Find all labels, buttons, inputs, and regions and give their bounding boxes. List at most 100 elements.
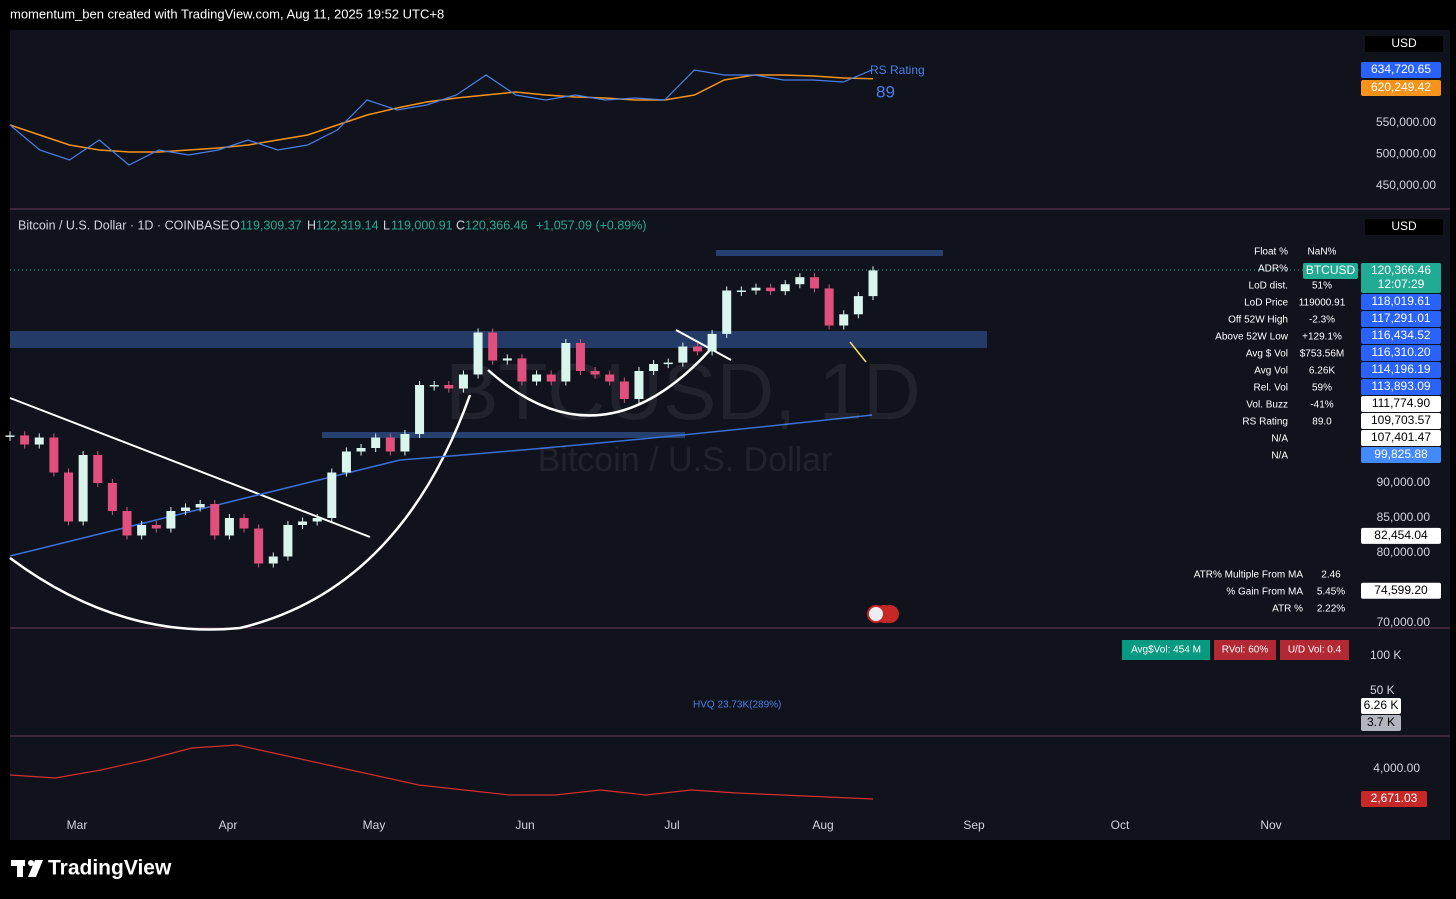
candle — [590, 371, 600, 375]
candle — [517, 358, 527, 382]
ohlc-value: 122,319.14 — [316, 218, 379, 232]
candle — [210, 504, 220, 536]
candle — [312, 518, 322, 522]
trendline — [9, 397, 371, 538]
atr-value: 2.46 — [1321, 570, 1341, 581]
price-label: 111,774.90 — [1372, 396, 1431, 410]
stat-value: 119000.91 — [1299, 298, 1346, 309]
atr-label: % Gain From MA — [1226, 587, 1303, 598]
candle — [283, 525, 293, 557]
candle — [824, 288, 834, 326]
rs-line — [9, 69, 874, 166]
candle — [868, 270, 878, 297]
x-tick-label: Jun — [515, 818, 534, 832]
price-label: 82,454.04 — [1374, 528, 1428, 542]
candle — [649, 364, 659, 371]
badge: RVol: 60% — [1222, 645, 1269, 656]
price-label: 114,196.19 — [1371, 362, 1430, 376]
stat-label: LoD dist. — [1249, 281, 1288, 292]
candle — [78, 455, 88, 522]
candle — [619, 381, 629, 399]
candle — [415, 385, 425, 434]
price-label-bg — [1361, 311, 1441, 327]
resistance-zone — [716, 250, 943, 256]
rs-rating: 89 — [876, 82, 895, 101]
price-label: 116,434.52 — [1371, 328, 1430, 342]
stat-label: N/A — [1271, 434, 1288, 445]
candle — [766, 287, 776, 292]
chart-bg — [10, 30, 1450, 840]
stat-label: Avg Vol — [1254, 366, 1288, 377]
price-label-bg — [1361, 791, 1427, 807]
stat-label: Float % — [1254, 247, 1288, 258]
x-tick-label: Apr — [219, 818, 238, 832]
stat-label: Rel. Vol — [1254, 383, 1288, 394]
candle — [254, 528, 264, 564]
candle — [458, 374, 468, 389]
symbol-title: Bitcoin / U.S. Dollar · 1D · COINBASE — [18, 218, 229, 232]
price-label-bg — [1361, 263, 1441, 293]
logo-part — [28, 860, 43, 877]
stat-label: RS Rating — [1242, 417, 1288, 428]
candle — [502, 358, 512, 361]
stat-label: Vol. Buzz — [1246, 400, 1288, 411]
price-label-bg — [1365, 36, 1443, 52]
price-label-bg — [1361, 582, 1441, 599]
price-label-bg — [1361, 80, 1441, 96]
x-tick-label: Nov — [1260, 818, 1281, 832]
badge: U/D Vol: 0.4 — [1288, 645, 1342, 656]
price-label-bg — [1361, 396, 1441, 412]
candle — [181, 507, 191, 511]
stat-value: 6.26K — [1309, 366, 1335, 377]
stat-label: Above 52W Low — [1215, 332, 1289, 343]
atr-label: ATR% Multiple From MA — [1194, 570, 1304, 581]
stat-label: Off 52W High — [1228, 315, 1288, 326]
event-icon — [869, 607, 883, 621]
stat-value: NaN% — [1308, 247, 1337, 258]
price-label-bg — [1361, 413, 1441, 429]
price-label-bg — [1361, 362, 1441, 378]
candle — [839, 314, 849, 326]
candle — [561, 343, 571, 382]
price-label: 118,019.61 — [1371, 294, 1430, 308]
stat-value: 51% — [1312, 281, 1332, 292]
candle — [122, 511, 132, 536]
x-tick-label: Sep — [963, 818, 985, 832]
stat-value: +129.1% — [1302, 332, 1342, 343]
candle — [356, 448, 366, 452]
candle — [663, 362, 673, 365]
candle — [371, 437, 381, 448]
candle — [5, 435, 15, 437]
candle — [327, 472, 337, 518]
candle — [268, 556, 278, 564]
price-label: USD — [1391, 36, 1417, 50]
x-tick-label: Aug — [812, 818, 833, 832]
price-label: 99,825.88 — [1374, 447, 1428, 461]
price-label-bg — [1361, 345, 1441, 361]
ohlc-value: 119,309.37 — [240, 218, 302, 232]
candle — [722, 290, 732, 334]
event-icon — [881, 605, 899, 623]
candle — [532, 374, 542, 382]
x-tick-label: Oct — [1111, 818, 1130, 832]
stat-label: ADR% — [1258, 264, 1288, 275]
price-label: BTCUSD — [1306, 263, 1356, 277]
x-tick-label: Jul — [664, 818, 679, 832]
price-label-bg — [1361, 379, 1441, 395]
price-label-bg — [1361, 527, 1441, 544]
y-tick-label: 500,000.00 — [1376, 147, 1436, 161]
ohlc-key: L — [383, 218, 390, 232]
price-label-bg — [1361, 715, 1401, 731]
candle — [444, 385, 454, 389]
y-tick-label: 450,000.00 — [1376, 178, 1436, 192]
y-tick-label: 4,000.00 — [1373, 761, 1420, 775]
indicator-line — [9, 744, 874, 800]
atr-label: ATR % — [1272, 604, 1303, 615]
candle — [20, 435, 30, 445]
price-label-bg — [1361, 294, 1441, 310]
price-label-bg — [1361, 447, 1441, 463]
candle — [49, 437, 59, 473]
price-label: USD — [1391, 219, 1417, 233]
price-label: 3.7 K — [1367, 715, 1395, 729]
